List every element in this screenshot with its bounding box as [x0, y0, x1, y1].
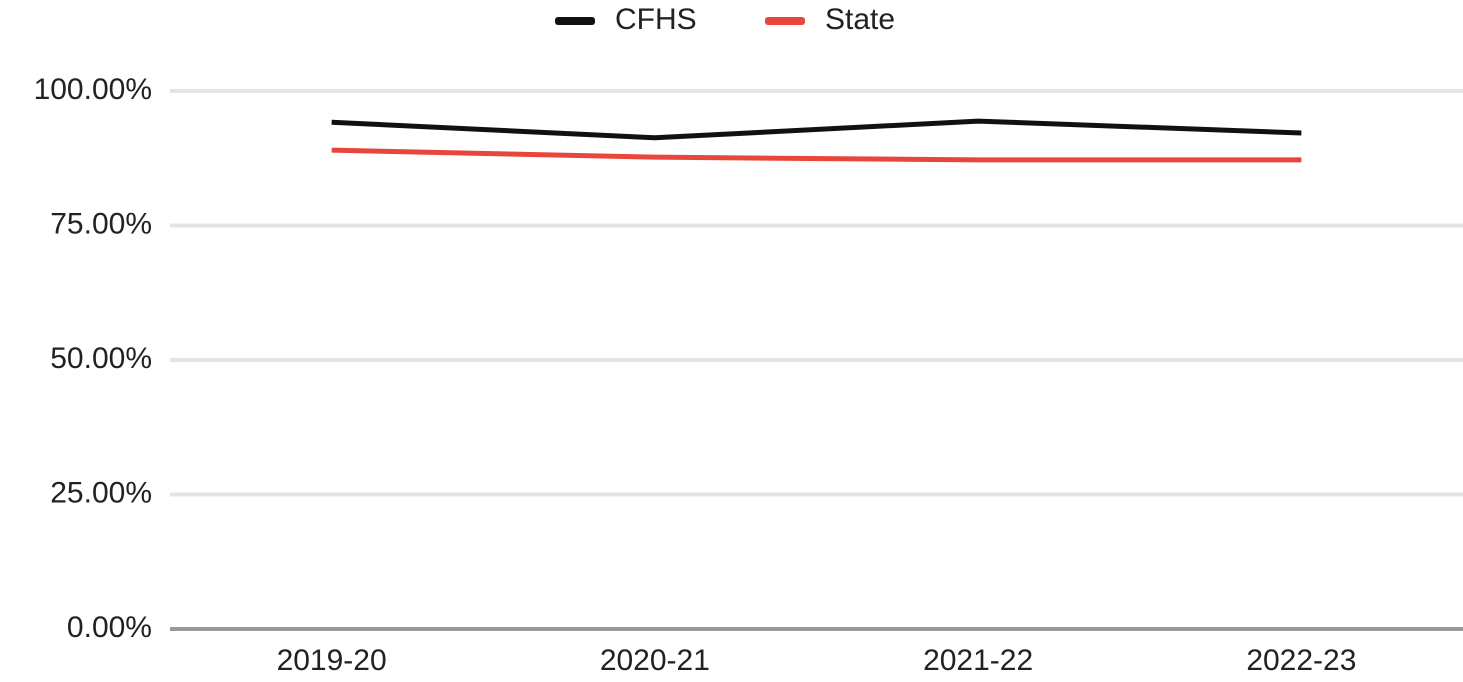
x-tick-label: 2021-22: [923, 644, 1033, 677]
series-line: [331, 118, 1302, 141]
legend-swatch: [765, 17, 805, 25]
y-tick-label: 25.00%: [50, 476, 152, 509]
x-tick-label: 2019-20: [277, 644, 387, 677]
legend-label: State: [825, 3, 895, 36]
x-tick-label: 2020-21: [600, 644, 710, 677]
y-tick-label: 100.00%: [34, 73, 152, 106]
y-tick-label: 75.00%: [50, 207, 152, 240]
legend-swatch: [555, 17, 595, 25]
series-line: [331, 147, 1302, 163]
y-tick-label: 50.00%: [50, 342, 152, 375]
y-tick-label: 0.00%: [67, 611, 152, 644]
legend-label: CFHS: [615, 3, 697, 36]
x-tick-label: 2022-23: [1246, 644, 1356, 677]
